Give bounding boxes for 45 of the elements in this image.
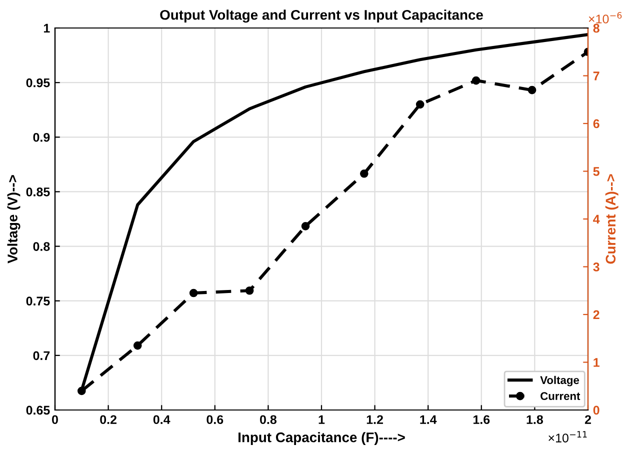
- point: [133, 341, 142, 350]
- y-tick-label: 0.8: [33, 242, 50, 251]
- x-tick-label: 0: [52, 415, 58, 424]
- text: ×10$^{−11}$: [548, 431, 587, 442]
- y-axis-title: Voltage (V)-->: [7, 175, 20, 264]
- x-tick-label: 1: [318, 415, 325, 424]
- y2-tick-label: 4: [593, 214, 600, 224]
- point: [360, 169, 368, 178]
- y2-tick-label: 1: [594, 358, 600, 367]
- x-tick-label: 1.6: [474, 415, 490, 424]
- y2-tick-label: 2: [593, 310, 600, 320]
- y-tick-label: 1: [44, 24, 50, 33]
- y-tick-label: 0.65: [26, 406, 50, 415]
- x-tick-label: 0.2: [100, 415, 116, 424]
- y2-tick-label: 3: [593, 262, 600, 272]
- y2-tick-label: 5: [593, 167, 600, 176]
- y2-axis-title: Current (A)-->: [605, 174, 618, 264]
- text: ×10$^{−6}$: [588, 12, 622, 24]
- point: [245, 286, 254, 295]
- x-tick-label: 0.6: [206, 415, 224, 424]
- x-tick-label: 1.8: [526, 415, 544, 424]
- y2-tick-label: 8: [593, 24, 600, 33]
- x-tick-label: 2: [584, 415, 591, 424]
- point: [77, 386, 86, 396]
- y-tick-label: 0.85: [26, 188, 50, 196]
- y-tick-label: 0.7: [33, 351, 50, 360]
- point: [472, 76, 480, 85]
- y-tick-label: 0.9: [33, 132, 50, 142]
- legend-label: Voltage: [540, 376, 580, 386]
- x-axis-title: Input Capacitance (F)---->: [238, 432, 405, 446]
- point: [301, 222, 310, 230]
- x-tick-label: 1.4: [420, 415, 437, 424]
- x-tick-label: 1.2: [366, 415, 383, 424]
- x-tick-label: 0.8: [260, 415, 277, 424]
- y-tick-label: 0.75: [26, 296, 50, 306]
- y2-tick-label: 6: [593, 119, 600, 128]
- x-tick-label: 0.4: [153, 415, 170, 424]
- point: [528, 86, 536, 94]
- y-tick-label: 0.95: [26, 78, 50, 88]
- y2-tick-label: 0: [593, 406, 600, 415]
- point: [189, 288, 198, 298]
- y2-tick-label: 7: [593, 72, 600, 80]
- chart-title: Output Voltage and Current vs Input Capacitance: [160, 10, 483, 23]
- legend-label: Current: [540, 392, 580, 400]
- point: [416, 100, 424, 109]
